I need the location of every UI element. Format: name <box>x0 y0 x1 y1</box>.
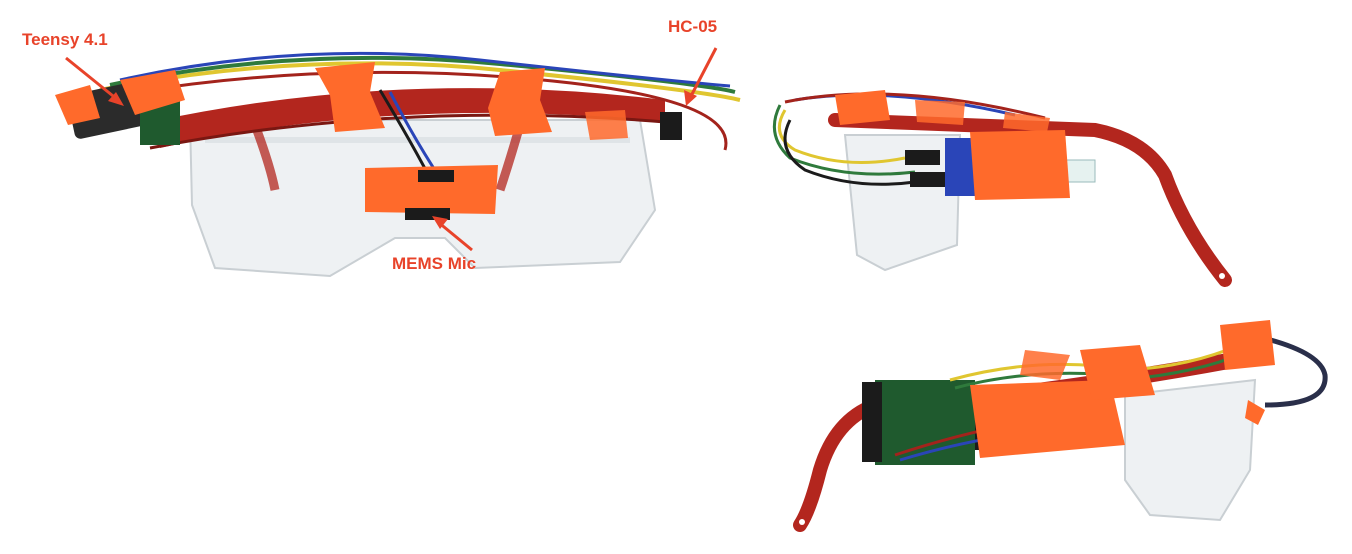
angled-view-glasses <box>793 320 1328 532</box>
tape <box>1220 320 1275 370</box>
tape <box>1245 400 1265 425</box>
tape <box>1003 112 1050 132</box>
wire-blue <box>119 51 731 88</box>
wire-green <box>109 55 736 94</box>
tape <box>970 130 1070 200</box>
temple-arm <box>793 398 882 532</box>
tape <box>915 100 965 125</box>
mic-arrow-icon <box>432 216 473 252</box>
front-view: Teensy 4.1 HC-05 MEMS Mic <box>0 0 760 300</box>
tape <box>835 90 890 125</box>
tape <box>315 62 385 132</box>
lens <box>1124 378 1257 522</box>
teensy-pcb <box>875 380 975 465</box>
mic-tape <box>365 165 498 214</box>
tape <box>488 68 552 136</box>
teensy-label: Teensy 4.1 <box>22 30 108 49</box>
side-view-glasses <box>772 90 1232 287</box>
hc05-connector <box>660 112 682 140</box>
tape <box>55 85 100 125</box>
hc05-label: HC-05 <box>668 17 718 36</box>
teensy-arrow-icon <box>65 56 124 106</box>
lens <box>843 134 962 272</box>
mems-mic-label: MEMS Mic <box>392 254 477 273</box>
front-view-glasses <box>55 47 741 278</box>
wire-yellow <box>99 61 741 102</box>
tape <box>970 380 1125 458</box>
tape <box>120 70 185 115</box>
tape <box>585 110 628 140</box>
side-view <box>765 80 1255 290</box>
temple-arm <box>828 113 1232 287</box>
hc05-arrow-icon <box>684 47 718 106</box>
tape <box>1080 345 1155 400</box>
angled-view <box>780 310 1340 550</box>
mems-mic <box>405 208 450 220</box>
tape <box>1020 350 1070 380</box>
